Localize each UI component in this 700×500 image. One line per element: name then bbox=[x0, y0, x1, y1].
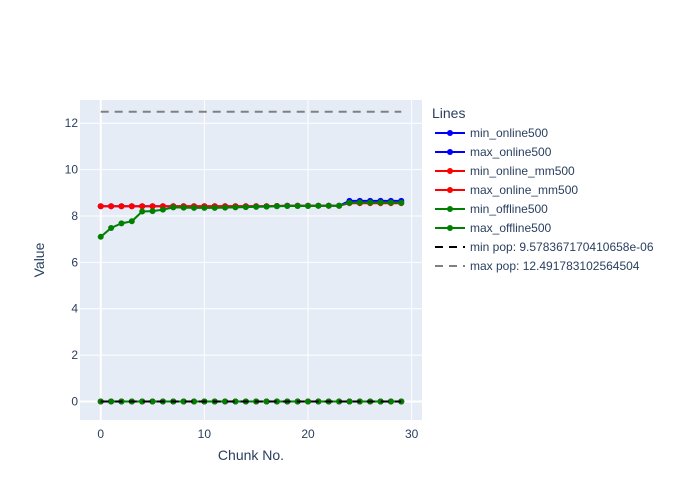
data-point bbox=[128, 218, 135, 225]
data-point bbox=[128, 203, 135, 210]
data-point bbox=[315, 202, 322, 209]
data-point bbox=[325, 202, 332, 209]
data-point bbox=[242, 204, 249, 211]
x-axis-ticks: 0 10 20 30 bbox=[97, 427, 418, 441]
data-point bbox=[367, 199, 374, 206]
data-point bbox=[191, 204, 197, 211]
x-tick-label: 0 bbox=[97, 427, 104, 441]
data-point bbox=[118, 220, 125, 227]
data-point bbox=[118, 203, 125, 210]
data-point bbox=[97, 203, 104, 210]
data-point bbox=[263, 203, 270, 210]
data-point bbox=[108, 398, 115, 405]
data-point bbox=[346, 398, 353, 405]
data-point bbox=[377, 199, 384, 206]
y-tick-label: 10 bbox=[65, 163, 79, 177]
legend-label: min_online500 bbox=[470, 126, 548, 140]
legend-marker bbox=[447, 168, 453, 174]
legend-label: min pop: 9.578367170410658e-06 bbox=[470, 240, 654, 254]
data-point bbox=[305, 398, 311, 405]
legend-label: max_online_mm500 bbox=[470, 183, 578, 197]
legend-item: min_online_mm500 bbox=[435, 164, 575, 178]
data-point bbox=[253, 203, 260, 210]
legend-item: min_online500 bbox=[435, 126, 548, 140]
data-point bbox=[170, 204, 177, 211]
legend-title: Lines bbox=[432, 105, 465, 121]
y-axis-title: Value bbox=[31, 242, 47, 277]
legend-marker bbox=[447, 225, 453, 231]
legend-item: max_online500 bbox=[435, 145, 552, 159]
data-point bbox=[222, 398, 229, 405]
legend-marker bbox=[447, 187, 453, 193]
data-point bbox=[180, 398, 187, 405]
data-point bbox=[139, 203, 146, 210]
data-point bbox=[108, 225, 115, 231]
legend-marker bbox=[447, 206, 453, 212]
data-point bbox=[149, 398, 156, 405]
data-point bbox=[149, 203, 156, 210]
data-point bbox=[232, 398, 239, 405]
data-point bbox=[263, 398, 270, 405]
data-point bbox=[201, 204, 208, 211]
data-point bbox=[222, 204, 229, 211]
y-tick-label: 0 bbox=[71, 394, 78, 408]
data-point bbox=[387, 398, 394, 405]
data-point bbox=[273, 398, 280, 405]
x-tick-label: 10 bbox=[198, 427, 212, 441]
data-point bbox=[139, 398, 146, 405]
legend-marker bbox=[447, 130, 453, 136]
data-point bbox=[377, 398, 384, 405]
legend-label: min_online_mm500 bbox=[470, 164, 575, 178]
plot-background bbox=[80, 100, 422, 420]
data-point bbox=[191, 398, 197, 405]
y-tick-label: 2 bbox=[71, 348, 78, 362]
data-point bbox=[149, 208, 156, 215]
legend-marker bbox=[447, 149, 453, 155]
legend-label: max_offline500 bbox=[470, 221, 551, 235]
y-tick-label: 4 bbox=[71, 302, 78, 316]
data-point bbox=[97, 233, 104, 240]
data-point bbox=[273, 203, 280, 210]
legend-item: max_online_mm500 bbox=[435, 183, 578, 197]
data-point bbox=[346, 199, 353, 206]
data-point bbox=[159, 206, 166, 213]
x-tick-label: 30 bbox=[405, 427, 419, 441]
y-tick-label: 12 bbox=[65, 116, 79, 130]
data-point bbox=[336, 202, 343, 209]
legend-item: max pop: 12.491783102564504 bbox=[435, 259, 640, 273]
series-5 bbox=[97, 199, 405, 240]
legend-label: max_online500 bbox=[470, 145, 552, 159]
y-tick-label: 6 bbox=[71, 255, 78, 269]
data-point bbox=[387, 199, 394, 206]
y-axis-ticks: 0 2 4 6 8 10 12 bbox=[65, 116, 79, 408]
legend: Lines min_online500 max_online500 min_onli… bbox=[432, 105, 654, 273]
y-tick-label: 8 bbox=[71, 209, 78, 223]
data-point bbox=[108, 203, 115, 210]
data-point bbox=[305, 202, 311, 209]
data-point bbox=[211, 204, 218, 211]
data-point bbox=[398, 199, 405, 206]
legend-item: max_offline500 bbox=[435, 221, 551, 235]
data-point bbox=[294, 202, 301, 209]
legend-item: min pop: 9.578367170410658e-06 bbox=[435, 240, 654, 254]
series-layer bbox=[97, 110, 405, 405]
legend-item: min_offline500 bbox=[435, 202, 548, 216]
x-axis-title: Chunk No. bbox=[218, 447, 284, 463]
data-point bbox=[356, 199, 363, 206]
x-tick-label: 20 bbox=[301, 427, 315, 441]
legend-label: min_offline500 bbox=[470, 202, 548, 216]
data-point bbox=[139, 208, 146, 215]
data-point bbox=[180, 204, 187, 211]
data-point bbox=[232, 204, 239, 211]
data-point bbox=[284, 202, 291, 209]
legend-label: max pop: 12.491783102564504 bbox=[470, 259, 640, 273]
